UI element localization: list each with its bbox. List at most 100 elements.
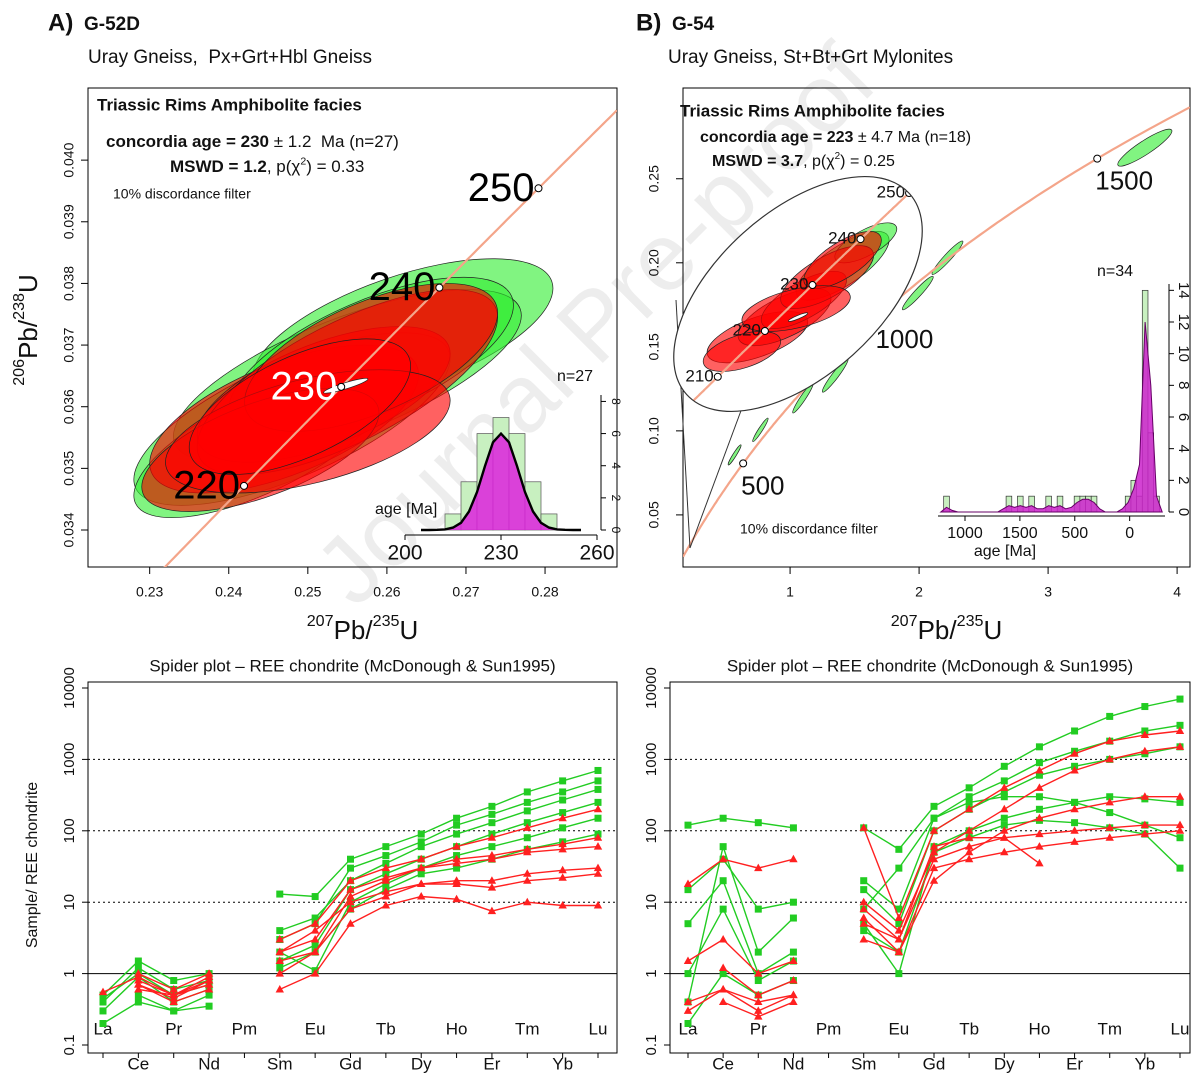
point-marker <box>99 1020 107 1028</box>
point-marker <box>453 830 461 838</box>
hist-y-tick-label: 6 <box>609 430 623 437</box>
point-marker <box>381 892 391 900</box>
point-marker <box>1035 793 1043 801</box>
stats-line: MSWD = 3.7, p(χ2) = 0.25 <box>712 151 895 171</box>
plot-frame <box>669 681 1191 1054</box>
y-tick-label: 0.25 <box>646 165 662 192</box>
hist-y-tick-label: 14 <box>1175 282 1192 299</box>
stats-line-part: ± 1.2 Ma (n=27) <box>269 132 399 151</box>
stats-line-part: MSWD = 3.7 <box>712 153 803 170</box>
error-ellipse <box>1117 128 1173 167</box>
point-marker <box>789 997 798 1006</box>
y-tick-label: 10 <box>643 894 660 911</box>
point-marker <box>719 905 727 913</box>
point-marker <box>487 883 497 891</box>
x-tick-label: La <box>94 1019 113 1038</box>
point-marker <box>134 964 142 972</box>
point-marker <box>453 864 461 872</box>
error-ellipse <box>727 444 742 466</box>
point-marker <box>718 997 728 1006</box>
x-tick-label: 0.26 <box>373 584 400 600</box>
point-marker <box>310 947 320 956</box>
series-line <box>687 819 1181 982</box>
point-marker <box>964 854 974 863</box>
y-tick-label: 0.036 <box>61 389 77 424</box>
point-marker <box>1035 805 1043 813</box>
series-line <box>687 836 1040 941</box>
point-marker <box>311 914 319 922</box>
point-marker <box>170 1007 178 1015</box>
age-label: 250 <box>877 183 905 202</box>
point-marker <box>1070 826 1079 834</box>
point-marker <box>346 885 355 893</box>
point-marker <box>1000 783 1009 791</box>
point-marker <box>1071 727 1079 735</box>
x-tick-label: Tm <box>1097 1019 1122 1038</box>
stats-line-part: , p(χ <box>803 153 835 170</box>
stats-line-part: MSWD = 1.2 <box>170 157 267 176</box>
point-marker <box>558 844 567 853</box>
age-point <box>1093 154 1102 163</box>
error-ellipse <box>788 312 809 322</box>
point-marker <box>523 844 532 853</box>
x-tick-label: Er <box>483 1054 500 1073</box>
x-tick-label: 1 <box>786 584 794 600</box>
age-label: 250 <box>468 166 535 210</box>
point-marker <box>1000 833 1009 841</box>
y-tick-label: 0.034 <box>61 512 77 547</box>
point-marker <box>311 893 319 901</box>
point-marker <box>523 798 531 806</box>
point-marker <box>487 851 497 859</box>
y-axis-label-part: 238 <box>10 293 28 320</box>
point-marker <box>1175 826 1185 834</box>
hist-y-tick-label: 12 <box>1175 314 1192 331</box>
point-marker <box>487 876 497 884</box>
x-axis-label-part: 235 <box>957 612 984 630</box>
hist-y-tick-label: 0 <box>1175 508 1192 516</box>
series-line <box>687 796 1181 910</box>
point-marker <box>1070 837 1079 845</box>
hist-y-tick-label: 0 <box>609 527 623 534</box>
point-marker <box>1035 858 1044 867</box>
point-marker <box>1176 695 1184 703</box>
point-marker <box>684 1020 692 1028</box>
x-tick-label: 2 <box>915 584 923 600</box>
stats-line-part: 2 <box>835 151 841 162</box>
point-marker <box>453 814 461 822</box>
point-marker <box>859 913 868 922</box>
point-marker <box>346 904 355 913</box>
hist-y-tick-label: 6 <box>1175 413 1192 421</box>
point-marker <box>1035 829 1044 838</box>
point-marker <box>488 843 496 851</box>
x-tick-label: Ho <box>446 1019 468 1038</box>
point-marker <box>275 984 284 993</box>
point-marker <box>1140 829 1150 838</box>
point-marker <box>559 788 567 796</box>
point-marker <box>134 984 143 993</box>
zoom-oval <box>673 175 923 413</box>
x-tick-label: Dy <box>994 1054 1015 1073</box>
sample-name: G-52D <box>84 14 140 35</box>
hist-x-tick-label: 1500 <box>1002 525 1038 542</box>
point-marker <box>452 858 461 867</box>
point-marker <box>275 956 284 965</box>
x-tick-label: Er <box>1066 1054 1083 1073</box>
point-marker <box>593 804 603 813</box>
point-marker <box>559 824 567 832</box>
chart-title: Spider plot – REE chondrite (McDonough &… <box>727 656 1133 675</box>
point-marker <box>1000 814 1008 822</box>
point-marker <box>860 927 868 935</box>
age-label: 500 <box>741 470 784 500</box>
age-label: 230 <box>270 364 337 408</box>
zoom-area: 210 220 230 240 250 <box>679 181 921 415</box>
y-axis-label-part: Pb/ <box>13 319 43 359</box>
error-ellipse <box>323 378 369 394</box>
stats-line-part: ± 4.7 Ma (n=18) <box>853 129 971 146</box>
inset-title: Triassic Rims Amphibolite facies <box>680 101 945 120</box>
point-marker <box>276 964 284 972</box>
subtitle: Uray Gneiss, Px+Grt+Hbl Gneiss <box>88 47 372 68</box>
error-ellipse <box>752 417 769 442</box>
point-marker <box>558 839 567 848</box>
y-tick-label: 100 <box>61 818 78 843</box>
